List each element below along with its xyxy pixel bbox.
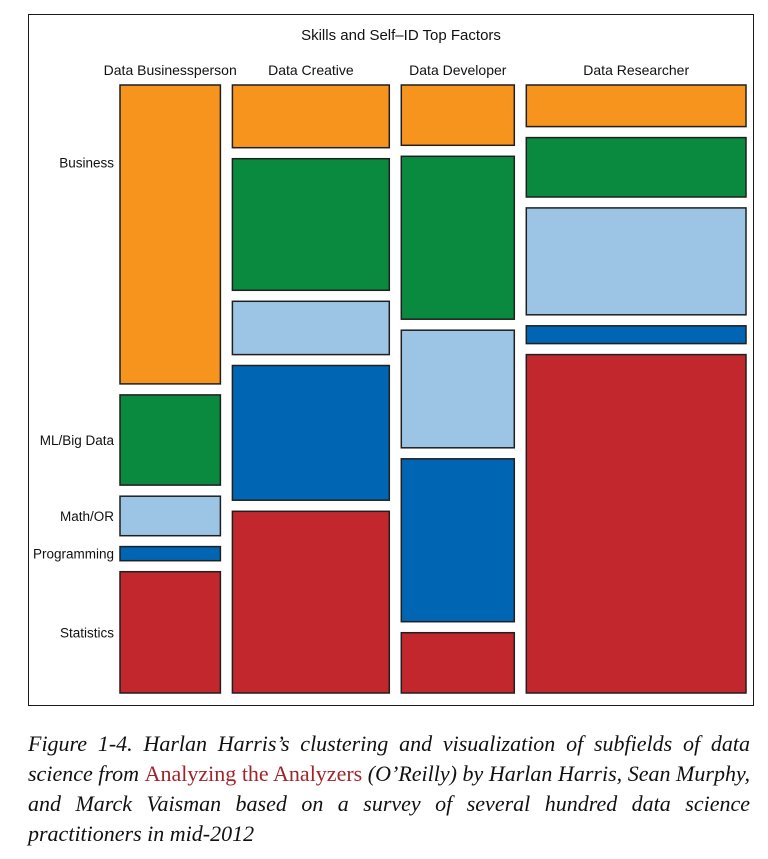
figure-caption: Figure 1-4. Harlan Harris’s clustering a…: [28, 729, 750, 849]
row-label-statistics: Statistics: [60, 625, 114, 640]
caption-prefix: Figure 1-4. Harlan Harris’s clustering a…: [28, 731, 750, 786]
row-label-programming: Programming: [33, 547, 114, 562]
cell-data-researcher-statistics: [525, 353, 747, 694]
row-label-business: Business: [59, 156, 114, 171]
column-label-data-businessperson: Data Businessperson: [104, 62, 237, 78]
cell-data-businessperson-statistics: [119, 570, 222, 694]
column-labels: Data Businessperson Data Creative Data Dev…: [104, 62, 690, 78]
mosaic-cells: [119, 84, 747, 694]
cell-data-researcher-ml-big-data: [525, 136, 747, 198]
column-label-data-researcher: Data Researcher: [583, 62, 689, 78]
column-label-data-creative: Data Creative: [268, 62, 354, 78]
chart-title: Skills and Self–ID Top Factors: [301, 27, 501, 44]
cell-data-researcher-business: [525, 84, 747, 128]
cell-data-creative-statistics: [231, 510, 391, 694]
column-label-data-developer: Data Developer: [409, 62, 507, 78]
cell-data-businessperson-ml-big-data: [119, 394, 222, 486]
cell-data-creative-ml-big-data: [231, 157, 391, 292]
row-label-math-or: Math/OR: [60, 509, 114, 524]
cell-data-businessperson-business: [119, 84, 222, 385]
cell-data-creative-programming: [231, 364, 391, 501]
cell-data-developer-programming: [400, 458, 516, 623]
cell-data-developer-math-or: [400, 329, 516, 449]
mosaic-chart: Skills and Self–ID Top Factors Data Busi…: [33, 27, 747, 694]
cell-data-researcher-programming: [525, 325, 747, 345]
caption-suffix: (O’Reilly) by Harlan Harris, Sean Murphy…: [28, 761, 750, 846]
cell-data-developer-business: [400, 84, 516, 147]
cell-data-creative-business: [231, 84, 391, 149]
cell-data-creative-math-or: [231, 300, 391, 356]
cell-data-businessperson-programming: [119, 545, 222, 562]
row-labels: Business ML/Big Data Math/OR Programming Sta…: [33, 156, 115, 641]
cell-data-developer-statistics: [400, 631, 516, 694]
cell-data-businessperson-math-or: [119, 495, 222, 537]
row-label-ml-big-data: ML/Big Data: [40, 433, 115, 448]
cell-data-researcher-math-or: [525, 207, 747, 316]
cell-data-developer-ml-big-data: [400, 155, 516, 320]
caption-link[interactable]: Analyzing the Analyzers: [144, 761, 363, 786]
